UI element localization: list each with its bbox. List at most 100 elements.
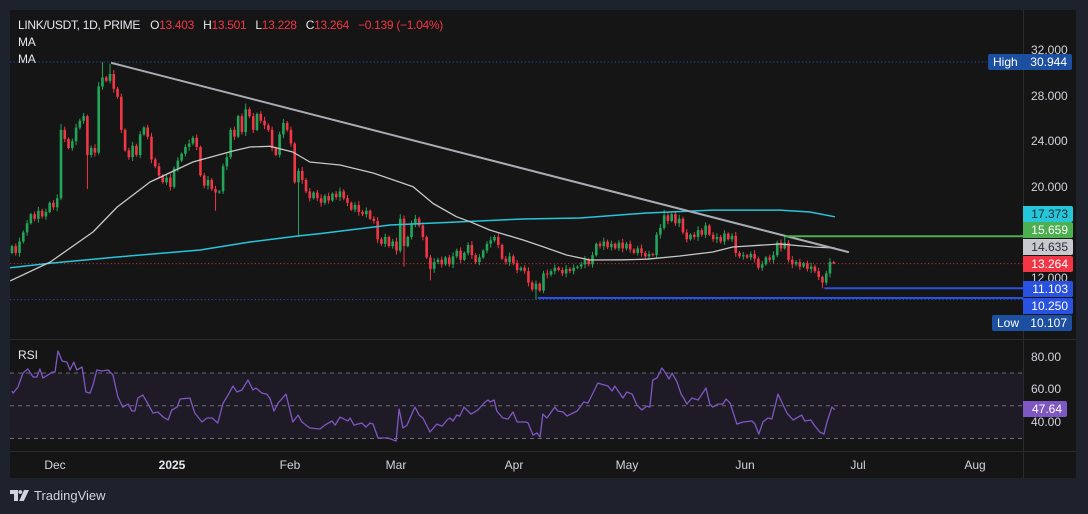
pane-separator[interactable] [10,339,1076,340]
candle [346,194,349,207]
candle [308,188,312,202]
candle [723,230,726,245]
candle [542,270,545,294]
candle [55,194,59,212]
candle [734,231,738,257]
ma-200-line [10,209,836,269]
candle [828,258,832,278]
time-label-feb: Feb [279,458,301,472]
ma-50-line [10,145,835,282]
tradingview-logo-icon [10,489,29,501]
candle [512,254,515,266]
candle [259,111,263,124]
candle [395,237,398,255]
candle [221,163,225,194]
candle [553,264,557,275]
candle [474,253,477,265]
candle [538,282,542,292]
candle [813,264,817,274]
rsi-axis[interactable]: 80.00 60.00 40.00 47.64 [1023,340,1076,451]
high-label-title: High [993,55,1018,70]
open-value: 13.403 [159,17,195,32]
candle [267,123,270,132]
candle [527,267,530,287]
candle [579,261,583,270]
rsi-legend[interactable]: RSI [18,348,39,362]
candle [757,256,760,270]
candle [349,201,353,211]
candle [150,132,153,164]
candle [417,216,421,228]
candle [621,238,624,253]
candle [794,260,798,267]
candle [195,134,199,151]
candle [342,189,346,201]
candle [300,166,304,184]
candle [768,254,771,263]
candle [402,215,406,267]
candle [429,254,432,281]
candle [651,252,655,257]
rsi-pane[interactable]: RSI [10,340,1023,451]
rsi-plot [10,350,1023,442]
candle [316,189,319,201]
candle [236,114,240,139]
candle [440,256,444,268]
time-label-may: May [615,458,639,472]
ma-legend-2[interactable]: MA [18,52,36,67]
candle [821,275,824,289]
candle [444,256,447,266]
ma200-price-label: 17.373 [1023,205,1073,222]
candle [218,190,221,194]
candle [636,245,640,256]
candle [44,208,48,220]
candle [824,270,828,286]
chart-drawings[interactable] [110,62,1023,299]
ma-legend-1[interactable]: MA [18,35,36,50]
candle [496,233,500,249]
rsi-value-label: 47.64 [1023,400,1067,417]
candle [463,251,466,262]
candle [169,173,172,191]
candle [293,142,297,184]
candle [365,207,368,218]
candle [775,240,779,258]
main-price-pane[interactable]: LINK/USDT, 1D, PRIME O13.403 H13.501 L13… [10,10,1023,339]
candle [142,126,146,136]
candle [153,157,157,169]
candle [674,211,677,226]
price-axis[interactable]: 32.000 28.000 24.000 20.000 12.000 High … [988,10,1076,339]
candle [798,258,802,270]
candle [610,240,613,251]
candle [455,248,459,259]
tradingview-wordmark: TradingView [34,487,106,503]
candle [685,229,689,243]
candle [414,214,417,228]
candle [297,168,300,237]
time-axis-separator [10,451,1076,452]
candlestick-series [10,62,836,300]
candle [123,128,127,152]
candle [666,212,670,225]
candle [184,144,187,157]
candle [40,208,44,219]
time-axis[interactable]: Dec 2025 Feb Mar Apr May Jun Jul Aug [10,452,1023,478]
price-tick: 32.000 [1031,43,1068,58]
price-tick: 20.000 [1031,180,1068,194]
descending-trendline[interactable] [110,62,850,254]
symbol-legend-row[interactable]: LINK/USDT, 1D, PRIME O13.403 H13.501 L13… [18,18,443,33]
candle [240,113,244,135]
candle [632,248,636,255]
candle [282,119,285,139]
candle [530,280,534,292]
symbol-title[interactable]: LINK/USDT, 1D, PRIME [18,17,141,32]
candle [760,261,764,271]
candle [613,242,617,250]
candle [93,144,97,157]
candle [741,251,745,260]
candle [112,70,116,93]
high-price-label: High 30.944 [988,54,1072,71]
candle [225,153,229,171]
rsi-tick: 40.00 [1031,414,1062,429]
tradingview-brand[interactable]: TradingView [10,486,106,504]
